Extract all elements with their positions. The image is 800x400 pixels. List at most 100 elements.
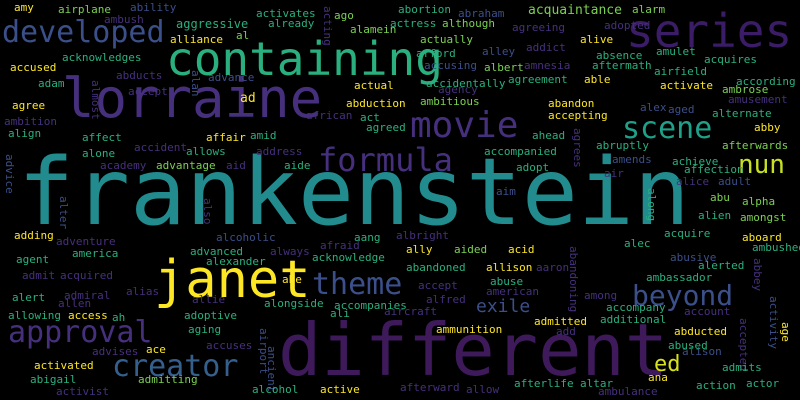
word: amusement bbox=[728, 93, 788, 106]
word: agreement bbox=[508, 73, 568, 86]
word: activist bbox=[56, 385, 109, 398]
word: accused bbox=[10, 61, 57, 74]
word: different bbox=[278, 308, 669, 392]
word: advanced bbox=[190, 245, 243, 258]
word: although bbox=[442, 17, 495, 30]
word: already bbox=[268, 17, 315, 30]
word: ammunition bbox=[436, 323, 503, 336]
word: along bbox=[645, 188, 658, 222]
word: afterwards bbox=[722, 139, 789, 152]
word: advises bbox=[92, 345, 139, 358]
word: ambush bbox=[104, 13, 144, 26]
word: add bbox=[556, 325, 576, 338]
word: accidentally bbox=[426, 77, 506, 90]
word: agreed bbox=[366, 121, 406, 134]
word: admit bbox=[22, 269, 56, 282]
word: amongst bbox=[740, 211, 787, 224]
word: afterlife bbox=[514, 377, 574, 390]
word: aggressive bbox=[176, 17, 249, 31]
word: actual bbox=[354, 79, 394, 92]
word: acquaintance bbox=[528, 3, 622, 18]
word: amends bbox=[612, 153, 652, 166]
word: active bbox=[320, 383, 360, 396]
word: abu bbox=[710, 191, 730, 204]
word: abraham bbox=[458, 7, 505, 20]
word: albert bbox=[484, 61, 524, 74]
word: adult bbox=[718, 175, 752, 188]
word: abigail bbox=[30, 373, 77, 386]
word: ah bbox=[112, 311, 126, 324]
word: alice bbox=[676, 175, 710, 188]
word: always bbox=[270, 245, 310, 258]
word: among bbox=[584, 289, 618, 302]
word: allow bbox=[466, 383, 500, 396]
word: alec bbox=[624, 237, 651, 250]
word: altar bbox=[580, 377, 614, 390]
word: agree bbox=[12, 99, 46, 112]
word: alert bbox=[12, 291, 46, 304]
word: admiral bbox=[64, 289, 111, 302]
word: acquires bbox=[704, 53, 757, 66]
word: abandoned bbox=[406, 261, 466, 274]
word: aid bbox=[226, 159, 246, 172]
word: alley bbox=[482, 45, 516, 58]
word: al bbox=[236, 29, 250, 42]
word: scene bbox=[622, 111, 713, 146]
word: approval bbox=[8, 315, 153, 350]
word: aim bbox=[496, 185, 516, 198]
word: abusive bbox=[670, 251, 717, 264]
word: alter bbox=[57, 196, 70, 230]
word: accept bbox=[418, 279, 458, 292]
word: afterward bbox=[400, 381, 460, 394]
word: aaron bbox=[536, 261, 570, 274]
word: acknowledge bbox=[312, 251, 385, 264]
word: affect bbox=[82, 131, 122, 144]
word: alternate bbox=[712, 107, 772, 120]
word: abducted bbox=[674, 325, 727, 338]
word: ambition bbox=[4, 115, 57, 128]
word: adopted bbox=[604, 19, 651, 32]
word: academy bbox=[100, 159, 147, 172]
word: align bbox=[8, 127, 42, 140]
word: alcohol bbox=[252, 383, 299, 396]
word: ambitious bbox=[420, 95, 480, 108]
word: alan bbox=[189, 70, 202, 97]
word: adopt bbox=[516, 161, 550, 174]
word: address bbox=[256, 145, 303, 158]
word: accepts bbox=[128, 85, 175, 98]
word: alerted bbox=[698, 259, 745, 272]
word: aged bbox=[668, 103, 695, 116]
word: alien bbox=[698, 209, 732, 222]
word: ace bbox=[146, 343, 166, 356]
word: accepting bbox=[548, 109, 608, 122]
word: airfield bbox=[654, 65, 707, 78]
word: ad bbox=[240, 91, 256, 106]
word: ability bbox=[130, 1, 177, 14]
word: acknowledges bbox=[62, 51, 142, 64]
word: ambulance bbox=[598, 385, 658, 398]
word: abduction bbox=[346, 97, 406, 110]
word: airplane bbox=[58, 3, 111, 16]
word: formula bbox=[318, 141, 453, 179]
word: afraid bbox=[320, 239, 360, 252]
word: agency bbox=[438, 83, 478, 96]
word: able bbox=[584, 73, 611, 86]
word: accompanied bbox=[484, 145, 557, 158]
word: allen bbox=[58, 297, 92, 310]
word: accuses bbox=[206, 339, 253, 352]
word: abandon bbox=[548, 97, 595, 110]
word: america bbox=[72, 247, 119, 260]
word: admitting bbox=[138, 373, 198, 386]
word: alamein bbox=[350, 23, 397, 36]
word: aircraft bbox=[384, 305, 437, 318]
word: alias bbox=[126, 285, 160, 298]
word: allowing bbox=[8, 309, 61, 322]
word: theme bbox=[312, 267, 403, 302]
word: accepted bbox=[737, 318, 750, 371]
word: accident bbox=[134, 141, 187, 154]
word: abuse bbox=[490, 275, 524, 288]
word: containing bbox=[166, 32, 443, 86]
word: allows bbox=[186, 145, 226, 158]
word: admits bbox=[722, 361, 762, 374]
